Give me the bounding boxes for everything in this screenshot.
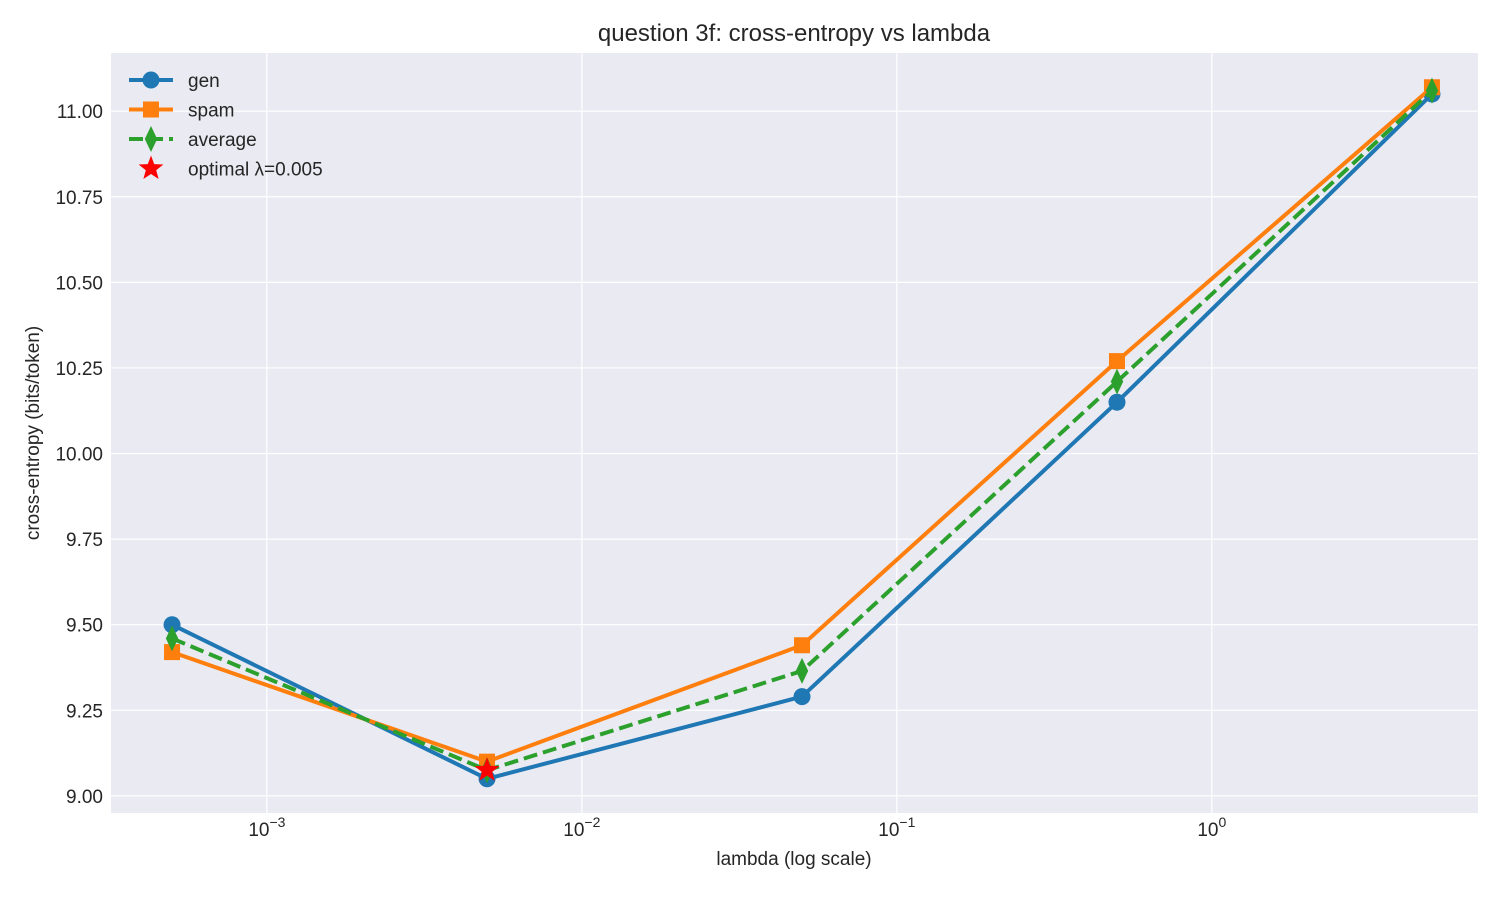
legend-item-optimal: optimal λ=0.005 [138,155,323,181]
legend-item-gen: gen [129,71,220,92]
data-point-gen [1108,393,1126,411]
data-point-average [795,657,809,684]
data-point-spam [1108,353,1125,370]
x-tick-label: 10−1 [878,814,915,841]
x-axis-label: lambda (log scale) [716,849,871,870]
data-point-spam [794,637,811,654]
legend-label: gen [188,71,220,92]
data-point-average [1110,368,1124,395]
y-tick-label: 10.75 [55,188,103,209]
data-point-average [1425,77,1439,104]
y-tick-label: 10.00 [55,445,103,466]
x-tick-label: 10−2 [563,814,600,841]
x-tick-label: 100 [1197,814,1226,841]
legend-item-average: average [129,126,257,152]
data-point-spam [164,644,181,661]
plot-background [111,53,1478,813]
legend-marker [142,71,160,89]
x-tick-label: 10−3 [248,814,285,841]
legend: gen spam average optimal λ=0.005 [129,71,323,181]
legend-marker [143,101,159,118]
legend-label: optimal λ=0.005 [188,160,323,181]
data-point-average [165,625,179,652]
ticks: 9.00 9.25 9.50 9.75 10.00 10.25 10.50 10.75 11.0… [55,102,1226,841]
y-tick-label: 9.50 [66,616,103,637]
y-tick-label: 9.00 [66,787,103,808]
series-layer [163,77,1441,788]
legend-marker [144,126,158,152]
legend-item-spam: spam [129,101,234,122]
chart-title: question 3f: cross-entropy vs lambda [598,20,991,47]
optimal-point [474,757,500,781]
y-tick-label: 9.75 [66,530,103,551]
y-tick-label: 9.25 [66,701,103,722]
y-tick-label: 10.50 [55,273,103,294]
legend-label: spam [188,101,234,122]
data-point-gen [793,688,811,706]
data-point-gen [163,616,181,634]
y-axis-label: cross-entropy (bits/token) [23,326,44,540]
legend-marker [138,155,164,180]
legend-label: average [188,130,257,151]
y-tick-label: 11.00 [57,102,103,123]
y-tick-label: 10.25 [55,359,103,380]
